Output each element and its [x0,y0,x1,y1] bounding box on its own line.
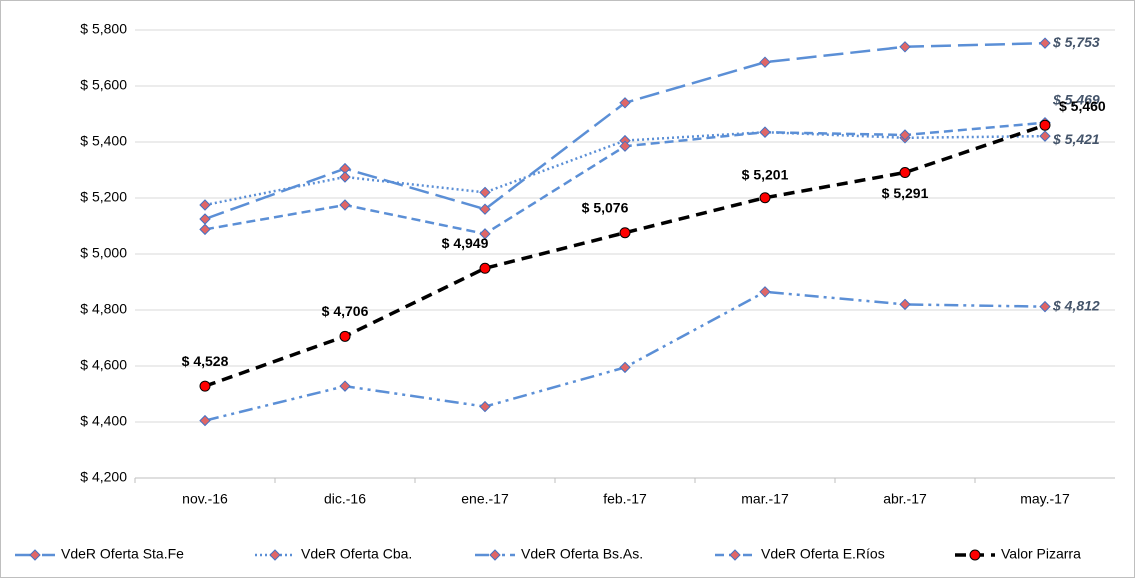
point [759,126,771,138]
x-tick-label: nov.-16 [182,491,228,507]
x-tick-label: ene.-17 [461,491,509,507]
data-label: $ 4,528 [182,353,229,369]
y-tick-label: $ 4,800 [80,301,127,317]
point [339,199,351,211]
data-label: $ 5,201 [742,166,789,182]
x-tick-label: mar.-17 [741,491,789,507]
point [339,380,351,392]
point [759,56,771,68]
legend-marker [29,549,41,561]
point [899,167,911,179]
point [759,286,771,298]
data-label: $ 5,469 [1052,91,1100,107]
y-tick-label: $ 5,400 [80,133,127,149]
legend-label: Valor Pizarra [1001,546,1081,562]
point [199,223,211,236]
data-label: $ 4,949 [442,235,489,251]
y-tick-label: $ 4,200 [80,469,127,485]
point [339,171,351,183]
point [479,228,491,240]
point [199,199,211,211]
legend-marker [489,549,501,561]
point [479,203,491,215]
point [1039,37,1051,49]
point [339,330,351,342]
data-label: $ 5,460 [1059,98,1106,114]
y-tick-label: $ 5,200 [80,189,127,205]
legend-label: VdeR Oferta Cba. [301,546,412,562]
legend-marker [969,549,981,561]
point [199,414,211,427]
data-label: $ 5,076 [582,199,629,215]
point [479,186,491,199]
y-tick-label: $ 4,600 [80,357,127,373]
x-tick-label: feb.-17 [603,491,647,507]
data-label: $ 4,812 [1052,297,1100,313]
point [619,227,631,239]
legend-label: VdeR Oferta Sta.Fe [61,546,184,562]
point [899,129,911,141]
point [759,192,771,204]
point [199,380,211,392]
point [479,400,491,413]
y-tick-label: $ 4,400 [80,413,127,429]
y-tick-label: $ 5,800 [80,21,127,37]
data-label: $ 5,291 [882,185,929,201]
point [1039,300,1051,313]
x-tick-label: abr.-17 [883,491,927,507]
point [1039,119,1051,131]
data-label: $ 5,421 [1052,131,1100,147]
point [1039,130,1051,142]
point [619,361,631,374]
data-label: $ 5,753 [1052,34,1100,50]
point [899,298,911,311]
point [619,140,631,152]
y-tick-label: $ 5,600 [80,77,127,93]
x-tick-label: may.-17 [1020,491,1070,507]
x-tick-label: dic.-16 [324,491,366,507]
point [619,97,631,109]
legend-marker [729,549,741,561]
legend-marker [269,549,281,561]
legend-label: VdeR Oferta Bs.As. [521,546,643,562]
point [899,41,911,53]
legend-label: VdeR Oferta E.Ríos [761,546,885,562]
data-label: $ 4,706 [322,303,369,319]
y-tick-label: $ 5,000 [80,245,127,261]
point [479,262,491,274]
